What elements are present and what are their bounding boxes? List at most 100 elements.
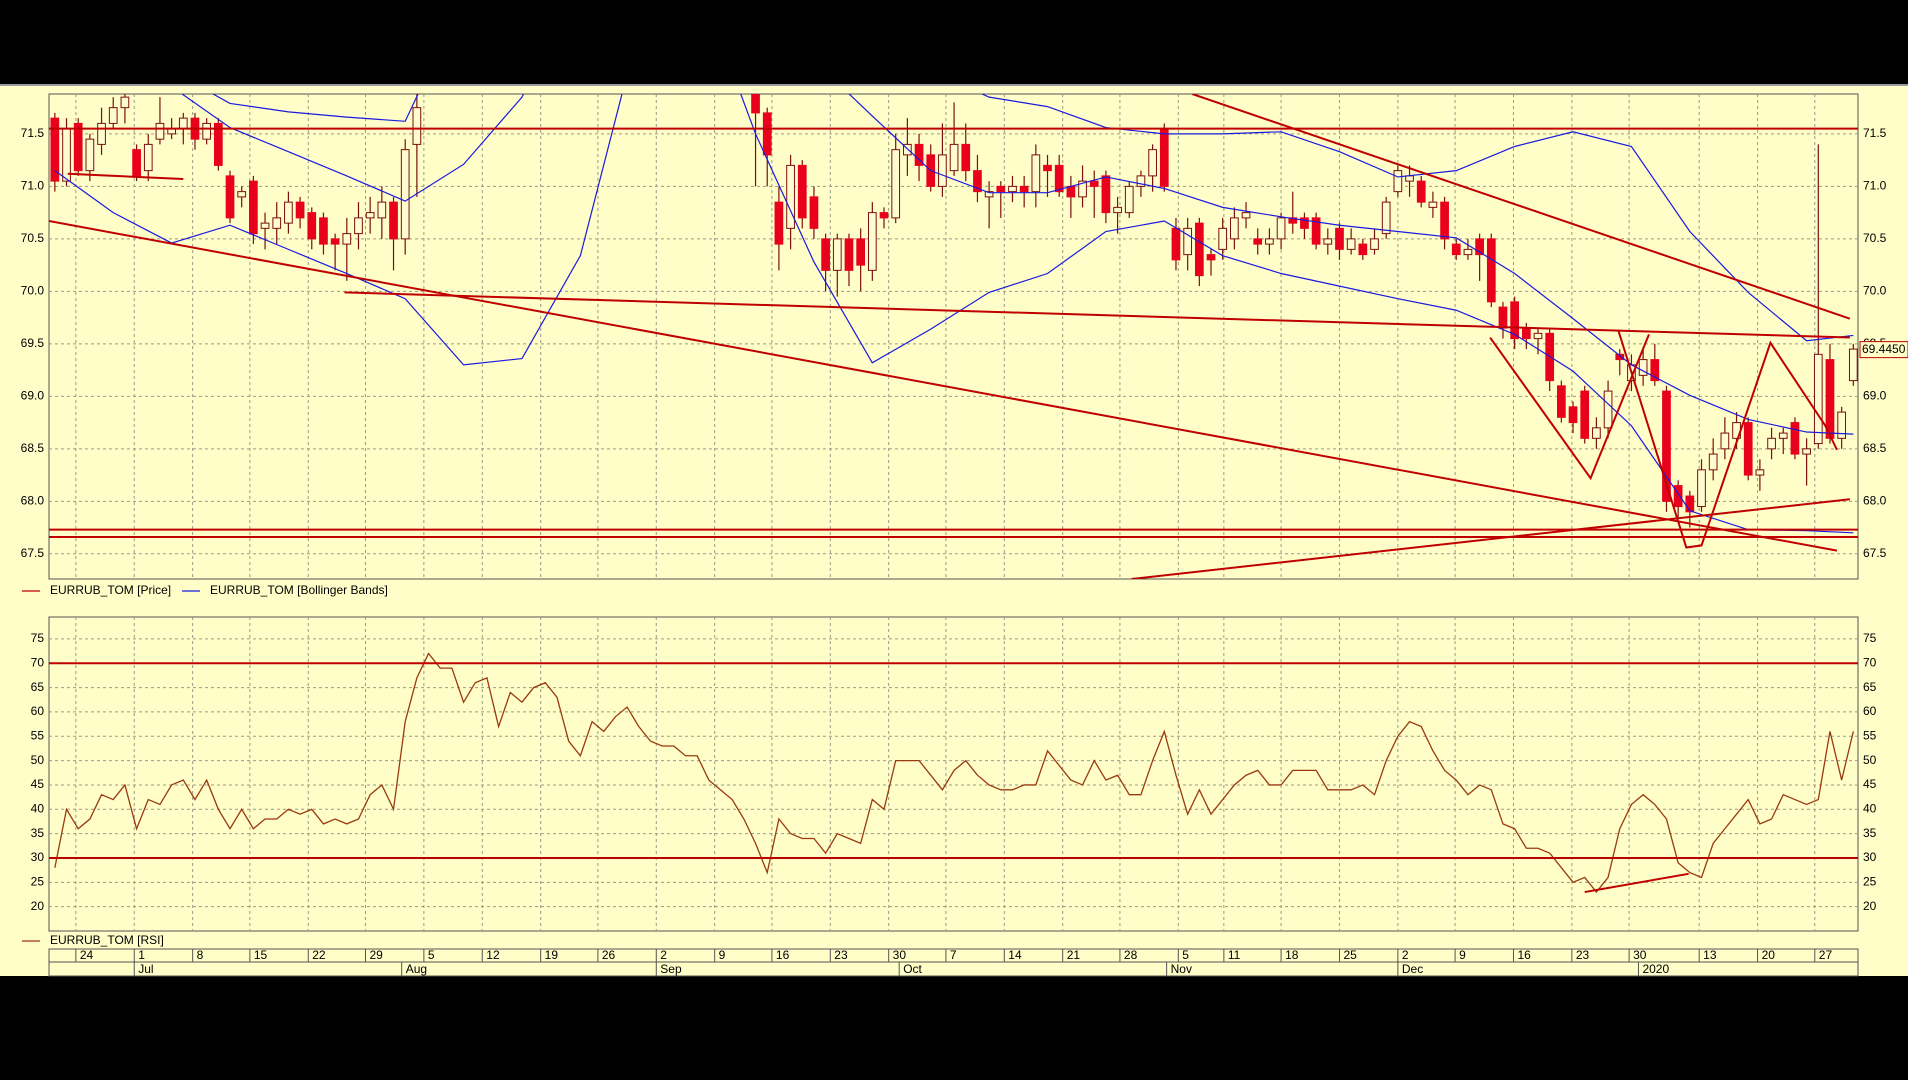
candle-body-down xyxy=(1311,217,1321,245)
candle-body-up xyxy=(412,107,422,145)
y-tick-label-right: 55 xyxy=(1863,728,1877,742)
y-tick-label-right: 40 xyxy=(1863,801,1877,815)
y-tick-label: 35 xyxy=(31,826,45,840)
x-tick-label: 1 xyxy=(138,948,145,962)
x-tick-label: 16 xyxy=(776,948,790,962)
y-tick-label-right: 70 xyxy=(1863,655,1877,669)
y-tick-label-right: 68.0 xyxy=(1863,493,1887,507)
candle-body-up xyxy=(1697,469,1706,508)
x-tick-label: 5 xyxy=(428,948,435,962)
candle-body-down xyxy=(774,201,784,245)
candle-body-down xyxy=(249,180,258,235)
x-tick-label: 8 xyxy=(197,948,204,962)
month-label: Sep xyxy=(660,962,682,976)
candle-body-up xyxy=(1031,154,1041,193)
y-tick-label: 68.5 xyxy=(21,441,45,455)
y-tick-label: 20 xyxy=(31,899,45,913)
candle-body-down xyxy=(1475,238,1484,256)
trend-line xyxy=(1131,498,1850,579)
candle-body-down xyxy=(295,201,305,219)
candle-body-down xyxy=(1089,180,1099,187)
candle-body-up xyxy=(1802,448,1811,455)
candle-body-down xyxy=(1054,164,1064,193)
candle-body-down xyxy=(1568,406,1578,424)
trend-line xyxy=(1489,334,1650,481)
candle-body-up xyxy=(1113,206,1122,214)
candle-body-down xyxy=(973,170,982,193)
candle-body-down xyxy=(879,212,889,219)
candle-body-up xyxy=(949,143,959,172)
y-tick-label: 65 xyxy=(31,680,45,694)
y-tick-label: 45 xyxy=(31,777,45,791)
candle-body-down xyxy=(1615,353,1625,361)
candle-body-up xyxy=(178,117,188,130)
candle-body-up xyxy=(1405,175,1414,182)
candle-body-down xyxy=(821,238,830,271)
legend-label: EURRUB_TOM [RSI] xyxy=(50,933,164,947)
x-tick-label: 30 xyxy=(893,948,907,962)
x-tick-label: 13 xyxy=(1703,948,1717,962)
candle-body-up xyxy=(1381,201,1391,235)
candle-body-down xyxy=(1159,128,1169,187)
y-tick-label-right: 70.5 xyxy=(1863,231,1887,245)
x-tick-label: 22 xyxy=(312,948,326,962)
y-tick-label-right: 67.5 xyxy=(1863,546,1887,560)
trend-line xyxy=(49,220,1838,552)
candle-body-up xyxy=(1603,390,1613,429)
candle-body-up xyxy=(1428,201,1438,208)
x-tick-label: 14 xyxy=(1008,948,1022,962)
candle-body-down xyxy=(1521,327,1531,340)
y-tick-label: 50 xyxy=(31,753,45,767)
candle-body-up xyxy=(1136,175,1146,187)
candle-body-up xyxy=(832,238,842,271)
candle-body-up xyxy=(984,191,994,198)
x-tick-label: 26 xyxy=(602,948,616,962)
candle-body-up xyxy=(1638,359,1648,376)
candle-body-up xyxy=(1241,212,1251,219)
y-tick-label: 70.0 xyxy=(21,284,45,298)
candle-body-down xyxy=(1335,227,1344,250)
candle-body-down xyxy=(213,122,223,166)
y-tick-label: 60 xyxy=(31,704,45,718)
y-tick-label: 70.5 xyxy=(21,231,45,245)
x-tick-label: 5 xyxy=(1182,948,1189,962)
x-tick-label: 7 xyxy=(950,948,957,962)
trend-line xyxy=(1192,94,1851,320)
candle-body-up xyxy=(97,122,106,145)
candle-body-up xyxy=(108,107,118,124)
plot-area xyxy=(49,617,1858,931)
y-tick-label-right: 30 xyxy=(1863,850,1877,864)
candle-body-down xyxy=(1825,359,1835,439)
legend-label: EURRUB_TOM [Price] xyxy=(50,583,171,597)
candle-body-down xyxy=(1300,217,1309,229)
candle-body-up xyxy=(1008,185,1017,193)
candle-body-down xyxy=(1206,254,1216,261)
candle-body-down xyxy=(1194,222,1204,277)
x-tick-label: 9 xyxy=(719,948,726,962)
x-tick-label: 19 xyxy=(545,948,559,962)
candle-body-up xyxy=(1265,238,1274,245)
candle-body-up xyxy=(354,217,363,235)
window-edge xyxy=(0,84,1908,86)
x-tick-label: 30 xyxy=(1633,948,1647,962)
y-tick-label-right: 68.5 xyxy=(1863,441,1887,455)
candle-body-down xyxy=(1662,390,1671,502)
candle-body-down xyxy=(307,212,317,240)
month-label: 2020 xyxy=(1642,962,1669,976)
candle-body-down xyxy=(132,149,141,177)
y-tick-label-right: 20 xyxy=(1863,899,1877,913)
y-tick-label: 69.0 xyxy=(21,389,45,403)
x-tick-label: 12 xyxy=(486,948,500,962)
candle-body-up xyxy=(1837,411,1847,439)
candle-body-up xyxy=(903,143,912,156)
candle-body-down xyxy=(1486,238,1496,303)
last-price-badge xyxy=(1859,341,1908,359)
candle-body-down xyxy=(914,143,924,166)
candle-body-up xyxy=(1370,238,1379,250)
x-tick-label: 27 xyxy=(1819,948,1833,962)
candle-body-up xyxy=(342,233,352,245)
candle-body-down xyxy=(225,175,235,219)
candle-body-down xyxy=(1358,243,1368,256)
candle-body-down xyxy=(961,143,971,172)
candle-body-up xyxy=(272,217,282,229)
